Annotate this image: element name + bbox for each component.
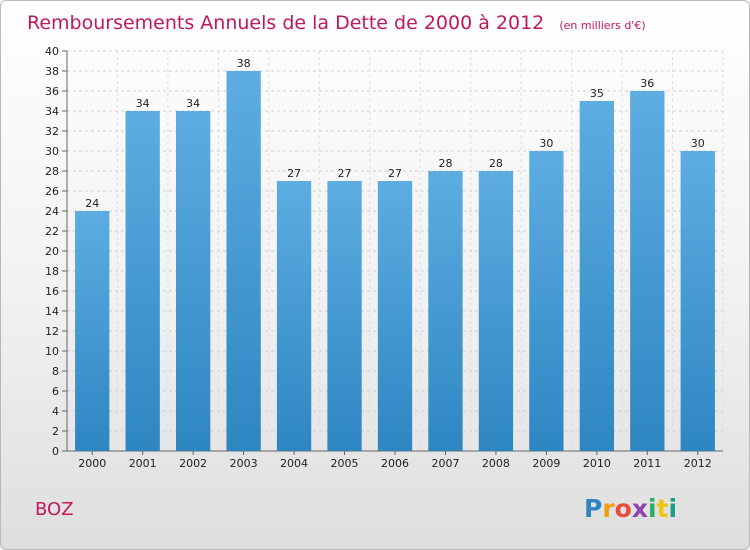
bar-2003 <box>226 71 261 451</box>
data-label-2002: 34 <box>186 97 200 110</box>
y-tick-label: 4 <box>52 405 59 418</box>
x-tick-label-2000: 2000 <box>78 457 106 470</box>
y-tick-label: 2 <box>52 425 59 438</box>
logo-letter: i <box>669 494 678 523</box>
data-label-2003: 38 <box>237 57 251 70</box>
y-tick-label: 28 <box>45 165 59 178</box>
data-label-2005: 27 <box>338 167 352 180</box>
data-label-2011: 36 <box>640 77 654 90</box>
data-label-2000: 24 <box>85 197 99 210</box>
x-tick-label-2003: 2003 <box>230 457 258 470</box>
x-tick-label-2011: 2011 <box>633 457 661 470</box>
logo-letter: P <box>584 494 602 523</box>
x-tick-label-2009: 2009 <box>532 457 560 470</box>
data-label-2001: 34 <box>136 97 150 110</box>
y-tick-label: 24 <box>45 205 59 218</box>
data-label-2004: 27 <box>287 167 301 180</box>
logo-letter: x <box>632 494 648 523</box>
x-tick-label-2002: 2002 <box>179 457 207 470</box>
bar-2006 <box>377 181 413 451</box>
x-tick-label-2007: 2007 <box>431 457 459 470</box>
data-label-2007: 28 <box>438 157 452 170</box>
bar-2000 <box>75 211 110 451</box>
y-tick-label: 40 <box>45 45 59 58</box>
y-tick-label: 16 <box>45 285 59 298</box>
data-label-2006: 27 <box>388 167 402 180</box>
y-tick-label: 34 <box>45 105 59 118</box>
x-tick-label-2004: 2004 <box>280 457 308 470</box>
x-tick-label-2005: 2005 <box>331 457 359 470</box>
data-label-2009: 30 <box>539 137 553 150</box>
y-tick-label: 6 <box>52 385 59 398</box>
data-labels: 24 34 34 38 27 27 27 28 28 30 35 36 30 <box>85 57 705 210</box>
y-tick-label: 10 <box>45 345 59 358</box>
bar-2010 <box>579 101 615 451</box>
bar-2004 <box>276 181 312 451</box>
y-tick-label: 38 <box>45 65 59 78</box>
y-tick-label: 32 <box>45 125 59 138</box>
bar-2011 <box>630 91 665 451</box>
commune-name: BOZ <box>35 499 74 520</box>
y-tick-label: 20 <box>45 245 59 258</box>
logo-letter: o <box>615 494 632 523</box>
x-axis: 2000 2001 2002 2003 2004 2005 2006 2007 2008 2009… <box>78 451 712 470</box>
x-tick-label-2012: 2012 <box>684 457 712 470</box>
x-tick-label-2008: 2008 <box>482 457 510 470</box>
x-tick-label-2010: 2010 <box>583 457 611 470</box>
y-tick-label: 8 <box>52 365 59 378</box>
y-tick-label: 36 <box>45 85 59 98</box>
bars <box>75 71 715 451</box>
bar-2001 <box>125 111 160 451</box>
logo-letter: r <box>602 494 615 523</box>
bar-2007 <box>428 171 463 451</box>
y-tick-label: 18 <box>45 265 59 278</box>
bar-2002 <box>175 111 211 451</box>
y-tick-label: 14 <box>45 305 59 318</box>
chart-unit-text: (en milliers d'€) <box>559 19 645 32</box>
bar-2008 <box>478 171 514 451</box>
bar-2005 <box>327 181 362 451</box>
y-tick-label: 26 <box>45 185 59 198</box>
y-tick-label: 30 <box>45 145 59 158</box>
y-tick-label: 0 <box>52 445 59 458</box>
chart-title-text: Remboursements Annuels de la Dette de 20… <box>27 12 544 34</box>
proxiti-logo: Proxiti <box>584 494 677 523</box>
bar-2009 <box>529 151 564 451</box>
chart-title: Remboursements Annuels de la Dette de 20… <box>27 12 646 34</box>
bar-2012 <box>680 151 715 451</box>
logo-letter: t <box>657 494 669 523</box>
data-label-2008: 28 <box>489 157 503 170</box>
x-tick-label-2001: 2001 <box>129 457 157 470</box>
data-label-2010: 35 <box>590 87 604 100</box>
y-tick-label: 22 <box>45 225 59 238</box>
logo-letter: i <box>648 494 657 523</box>
x-tick-label-2006: 2006 <box>381 457 409 470</box>
y-tick-label: 12 <box>45 325 59 338</box>
data-label-2012: 30 <box>691 137 705 150</box>
